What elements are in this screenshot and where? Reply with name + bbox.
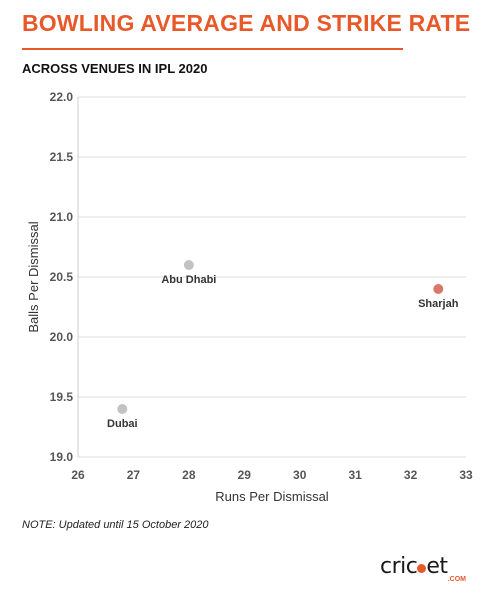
y-tick-label: 20.5	[50, 270, 74, 284]
y-tick-label: 19.5	[50, 390, 74, 404]
data-points: Abu Dhabi Sharjah Dubai	[107, 260, 459, 430]
chart-subtitle: ACROSS VENUES IN IPL 2020	[22, 61, 208, 76]
y-tick-label: 22.0	[50, 90, 74, 104]
logo-ball-icon	[417, 564, 427, 573]
x-axis-label: Runs Per Dismissal	[215, 489, 329, 504]
grid-lines	[77, 96, 466, 458]
axis-ticks: 19.0 19.5 20.0 20.5 21.0 21.5 22.0 26 27 28 29 30 31…	[50, 90, 473, 482]
x-tick-label: 27	[127, 468, 141, 482]
data-point-marker	[183, 260, 194, 270]
footnote: NOTE: Updated until 15 October 2020	[22, 519, 209, 531]
x-tick-label: 33	[459, 468, 473, 482]
title-underline	[22, 48, 403, 50]
y-tick-label: 19.0	[50, 450, 74, 464]
y-axis-label: Balls Per Dismissal	[26, 221, 41, 332]
x-tick-label: 28	[182, 468, 196, 482]
data-point-marker	[117, 404, 128, 414]
x-tick-label: 32	[404, 468, 418, 482]
y-tick-label: 20.0	[50, 330, 74, 344]
data-point-label: Sharjah	[418, 298, 459, 310]
x-tick-label: 30	[293, 468, 307, 482]
cricket-com-logo: cric et .COM	[380, 554, 472, 586]
x-tick-label: 26	[71, 468, 85, 482]
y-tick-label: 21.5	[50, 150, 74, 164]
data-point-marker	[433, 284, 444, 294]
chart-title: BOWLING AVERAGE AND STRIKE RATE	[22, 10, 471, 36]
x-tick-label: 31	[348, 468, 362, 482]
y-tick-label: 21.0	[50, 210, 74, 224]
logo-wordmark: cric et	[380, 554, 448, 579]
x-tick-label: 29	[238, 468, 252, 482]
data-point-label: Abu Dhabi	[161, 274, 216, 286]
logo-domain: .COM	[447, 576, 466, 583]
data-point-label: Dubai	[107, 418, 138, 430]
